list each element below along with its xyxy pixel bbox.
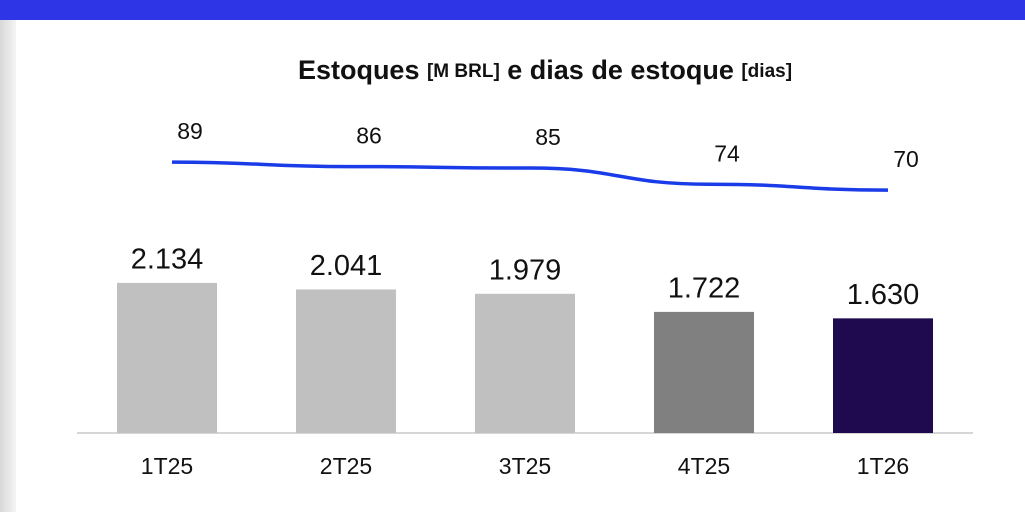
line-value-label: 89 bbox=[177, 118, 203, 144]
line-value-label: 74 bbox=[714, 140, 740, 166]
x-tick-label: 1T25 bbox=[141, 453, 193, 479]
bar bbox=[654, 311, 754, 433]
top-banner bbox=[0, 0, 1025, 20]
x-tick-label: 1T26 bbox=[857, 453, 909, 479]
chart-title: Estoques [M BRL] e dias de estoque [dias… bbox=[298, 55, 792, 85]
bar-value-label: 1.722 bbox=[668, 273, 741, 305]
bar bbox=[833, 318, 933, 433]
side-strip bbox=[0, 20, 16, 512]
bar bbox=[475, 293, 575, 433]
line bbox=[171, 160, 889, 192]
line-value-label: 86 bbox=[356, 123, 382, 149]
x-tick-label: 2T25 bbox=[320, 453, 372, 479]
title-part: [M BRL] bbox=[427, 61, 500, 82]
bar-value-label: 1.979 bbox=[489, 254, 562, 286]
bar-value-label: 1.630 bbox=[847, 279, 920, 311]
title-part: e dias de estoque bbox=[500, 55, 742, 85]
x-tick-label: 4T25 bbox=[678, 453, 730, 479]
line-value-label: 70 bbox=[893, 146, 919, 172]
bar-value-label: 2.041 bbox=[310, 250, 383, 282]
line-value-label: 85 bbox=[535, 124, 561, 150]
title-part: Estoques bbox=[298, 55, 427, 85]
title-part: [dias] bbox=[741, 61, 792, 82]
bar bbox=[296, 289, 396, 433]
bar-value-label: 2.134 bbox=[131, 244, 204, 276]
bar bbox=[117, 282, 217, 433]
x-tick-label: 3T25 bbox=[499, 453, 551, 479]
